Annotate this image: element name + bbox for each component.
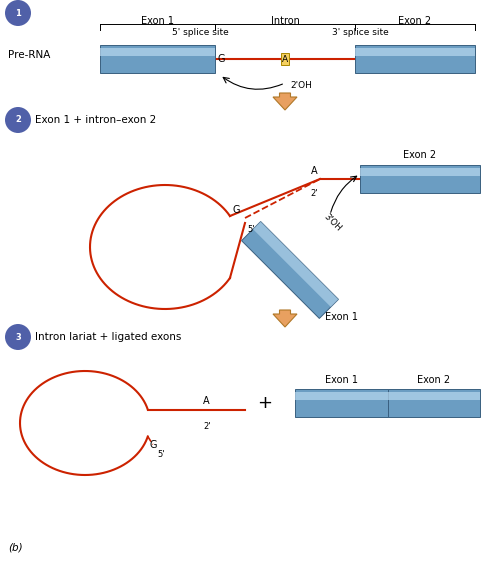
- Circle shape: [5, 0, 31, 26]
- Text: Exon 1 + intron–exon 2: Exon 1 + intron–exon 2: [35, 115, 156, 125]
- Bar: [387, 392, 480, 400]
- Text: Exon 1: Exon 1: [141, 16, 174, 26]
- Text: A: A: [282, 54, 288, 63]
- Text: Intron: Intron: [271, 16, 299, 26]
- Bar: [360, 165, 480, 193]
- Text: Intron lariat + ligated exons: Intron lariat + ligated exons: [35, 332, 181, 342]
- Text: 2': 2': [203, 421, 211, 431]
- Polygon shape: [273, 310, 297, 327]
- Text: 2: 2: [15, 115, 21, 124]
- Text: Pre-RNA: Pre-RNA: [8, 50, 50, 60]
- Text: A: A: [203, 396, 210, 406]
- Bar: [360, 168, 480, 176]
- Text: G: G: [233, 205, 240, 215]
- Text: 1: 1: [15, 8, 21, 18]
- Bar: [100, 48, 215, 56]
- Polygon shape: [273, 93, 297, 110]
- Bar: [387, 389, 480, 417]
- Bar: [355, 45, 475, 73]
- Text: Exon 1: Exon 1: [325, 375, 358, 385]
- Text: Exon 2: Exon 2: [403, 150, 437, 160]
- Bar: [295, 392, 387, 400]
- Text: G: G: [217, 54, 224, 64]
- Text: 2': 2': [311, 189, 318, 198]
- Bar: [355, 48, 475, 56]
- Polygon shape: [253, 221, 338, 307]
- Text: 5': 5': [158, 450, 165, 459]
- Text: 2'OH: 2'OH: [290, 81, 312, 90]
- Text: Exon 2: Exon 2: [398, 16, 431, 26]
- Text: A: A: [312, 166, 318, 176]
- Bar: [100, 45, 215, 73]
- Text: 5' splice site: 5' splice site: [172, 28, 228, 37]
- Text: 3'OH: 3'OH: [322, 212, 343, 233]
- Text: G: G: [150, 441, 157, 450]
- Text: 3: 3: [15, 332, 21, 341]
- Polygon shape: [242, 221, 338, 319]
- Text: Exon 1: Exon 1: [325, 312, 358, 322]
- Text: 5': 5': [247, 225, 254, 234]
- Text: (b): (b): [8, 543, 23, 553]
- Text: +: +: [257, 394, 273, 412]
- Bar: [295, 389, 387, 417]
- Text: Exon 2: Exon 2: [417, 375, 450, 385]
- Circle shape: [5, 324, 31, 350]
- Text: 3' splice site: 3' splice site: [332, 28, 388, 37]
- Circle shape: [5, 107, 31, 133]
